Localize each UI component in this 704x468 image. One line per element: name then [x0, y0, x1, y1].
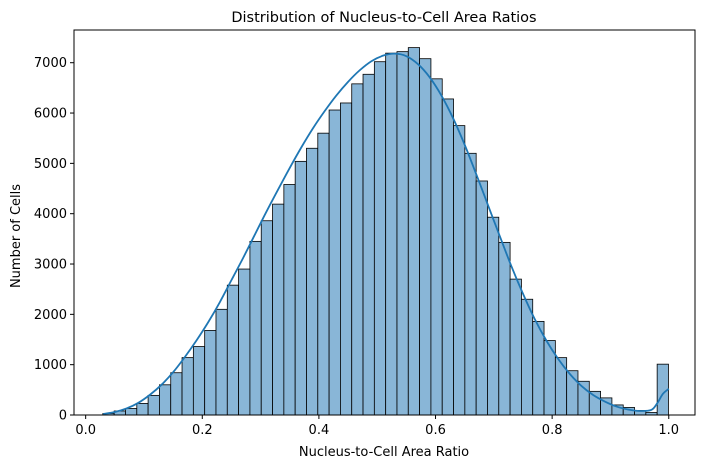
y-tick-label: 3000	[34, 258, 67, 273]
histogram-bar	[453, 125, 466, 416]
histogram-bar	[226, 284, 240, 416]
x-axis: 0.0 0.2 0.4 0.6 0.8 1.0	[75, 415, 679, 438]
histogram-bar	[272, 203, 285, 416]
histogram-bar	[170, 372, 183, 416]
bars-layer	[102, 47, 669, 416]
y-tick-label: 6000	[34, 107, 67, 122]
histogram-bar	[215, 308, 228, 416]
histogram-bar	[125, 408, 138, 416]
histogram-bar	[340, 102, 353, 416]
x-tick-label: 0.6	[425, 423, 446, 438]
histogram-bar	[136, 403, 149, 416]
x-axis-label: Nucleus-to-Cell Area Ratio	[299, 445, 469, 460]
histogram-bar	[294, 160, 307, 416]
histogram-bar	[509, 278, 522, 416]
histogram-bar	[419, 58, 432, 416]
histogram-bar	[147, 394, 160, 416]
histogram-bar	[204, 330, 217, 416]
histogram-bar	[159, 384, 172, 416]
histogram-bar	[430, 78, 443, 416]
histogram-bar	[306, 147, 319, 416]
histogram-bar	[475, 180, 488, 416]
x-tick-label: 1.0	[658, 423, 679, 438]
histogram-bar	[362, 73, 375, 416]
histogram-bar	[283, 184, 296, 416]
histogram-bar	[385, 52, 398, 416]
histogram-bar	[588, 390, 601, 416]
histogram-bar	[498, 241, 511, 416]
plot-frame	[73, 29, 696, 416]
kde-layer	[103, 52, 670, 415]
histogram-bar	[317, 132, 330, 416]
histogram-bar	[249, 240, 262, 416]
histogram-bar	[521, 298, 534, 416]
histogram-bar	[328, 109, 341, 416]
histogram-bar	[192, 346, 206, 416]
x-tick-label: 0.4	[309, 423, 330, 438]
y-axis: 0 1000 2000 3000 4000 5000 6000 7000	[34, 56, 74, 424]
histogram-bar	[407, 47, 421, 416]
histogram-bar	[396, 51, 409, 416]
kde-line	[103, 52, 670, 415]
histogram-bar	[351, 83, 364, 416]
y-tick-label: 4000	[34, 207, 67, 222]
histogram-bar	[554, 357, 568, 416]
histogram-bar	[532, 320, 545, 416]
histogram-bar	[260, 220, 273, 416]
histogram-bar	[487, 216, 500, 416]
y-tick-label: 7000	[34, 56, 67, 71]
chart-title: Distribution of Nucleus-to-Cell Area Rat…	[231, 10, 536, 26]
histogram-bar	[441, 98, 454, 416]
histogram-bar	[464, 152, 477, 416]
histogram-bar	[373, 61, 387, 416]
x-tick-label: 0.8	[542, 423, 563, 438]
x-tick-label: 0.0	[75, 423, 96, 438]
y-tick-label: 2000	[34, 308, 67, 323]
histogram-bar	[577, 380, 590, 416]
y-tick-label: 1000	[34, 358, 67, 373]
x-tick-label: 0.2	[192, 423, 213, 438]
y-tick-label: 5000	[34, 157, 67, 172]
y-axis-label: Number of Cells	[9, 184, 24, 288]
y-tick-label: 0	[59, 409, 67, 424]
histogram-bar	[238, 268, 251, 416]
histogram-bar	[181, 357, 194, 416]
